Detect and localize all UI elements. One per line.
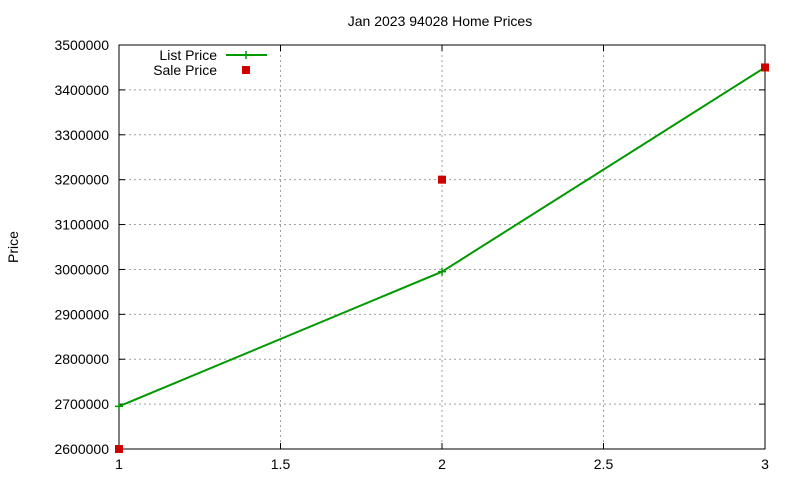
y-axis-label: Price	[5, 231, 21, 263]
y-tick-label: 2900000	[54, 306, 109, 322]
y-tick-label: 3000000	[54, 261, 109, 277]
legend-label-sale-price: Sale Price	[153, 62, 217, 78]
y-tick-label: 2700000	[54, 396, 109, 412]
y-tick-label: 2600000	[54, 441, 109, 457]
sale-price-point	[761, 63, 769, 72]
y-tick-label: 3200000	[54, 172, 109, 188]
axes-layer: 1 1.5 2 2.5 3 2600000 2700000 2800000 2900000 300…	[54, 37, 769, 472]
x-tick-label: 3	[761, 456, 769, 472]
sale-price-point	[115, 445, 123, 453]
sale-price-point	[438, 175, 446, 184]
y-tick-label: 2800000	[54, 351, 109, 367]
y-tick-label: 3500000	[54, 37, 109, 53]
x-tick-label: 1	[115, 456, 123, 472]
legend-label-list-price: List Price	[159, 47, 217, 63]
x-tick-label: 2.5	[594, 456, 614, 472]
legend-marker-list-price	[242, 51, 250, 59]
list-price-point	[438, 267, 446, 276]
legend-swatch-sale-price	[242, 66, 250, 74]
list-price-point	[115, 402, 123, 411]
y-tick-label: 3300000	[54, 127, 109, 143]
grid-layer	[119, 45, 765, 449]
y-tick-label: 3100000	[54, 217, 109, 233]
series-layer	[115, 63, 769, 453]
y-tick-label: 3400000	[54, 82, 109, 98]
x-tick-label: 2	[438, 456, 446, 472]
x-tick-label: 1.5	[271, 456, 291, 472]
chart-title: Jan 2023 94028 Home Prices	[348, 13, 532, 29]
